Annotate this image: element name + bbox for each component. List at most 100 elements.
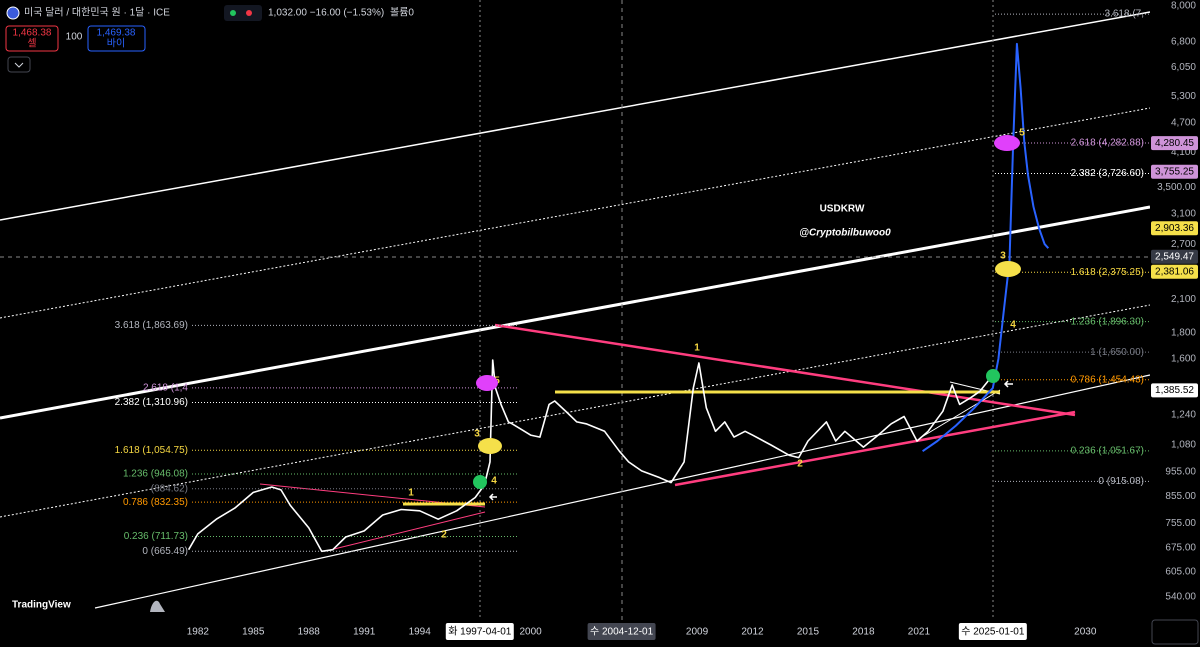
wave-label: 2 (441, 530, 447, 541)
date-marker-label: 화 1997-04-01 (448, 626, 512, 638)
marker-oval (473, 475, 487, 489)
price-tag (1151, 249, 1198, 264)
logo: TradingView (12, 600, 71, 611)
status-dot (246, 10, 252, 16)
x-tick-label: 2030 (1074, 627, 1097, 638)
marker-oval (986, 369, 1000, 383)
trend-line (919, 389, 1001, 439)
wave-label: 4 (1010, 320, 1016, 331)
trend-line (329, 511, 486, 551)
y-tick-label: 1,080 (1171, 440, 1196, 451)
status-badge (224, 5, 262, 21)
x-tick-label: 1988 (298, 627, 321, 638)
price-tag (1151, 164, 1198, 179)
price-tag (1151, 383, 1198, 398)
y-tick-label: 6,050 (1171, 62, 1196, 73)
wave-label: 5 (1019, 128, 1025, 139)
wave-label: 1 (694, 343, 700, 354)
collapse-button[interactable] (7, 56, 31, 73)
channel-line (0, 205, 1151, 420)
chevron (14, 62, 24, 68)
fib-label: 0.786 (1,454.43) (1071, 374, 1144, 385)
price-tag-label: 3,755.25 (1155, 166, 1194, 177)
y-tick-label: 2,100 (1171, 294, 1196, 305)
fib-label: 1.236 (946.08) (123, 469, 188, 480)
fib-label: 0.786 (832.35) (123, 497, 188, 508)
price-tag-label: 1,385.52 (1155, 385, 1194, 396)
y-tick-label: 1,240 (1171, 409, 1196, 420)
y-tick-label: 3,100 (1171, 208, 1196, 219)
price-tag-label: 4,280.45 (1155, 138, 1194, 149)
y-tick-label: 2,700 (1171, 239, 1196, 250)
channel-line (0, 11, 1151, 221)
price-tag (1151, 264, 1198, 279)
fib-label: 1.618 (1,054.75) (115, 445, 188, 456)
y-tick-label: 8,000 (1171, 1, 1196, 12)
x-tick-label: 2018 (852, 627, 875, 638)
x-tick-label: 1991 (353, 627, 376, 638)
y-tick-label: 675.00 (1165, 543, 1196, 554)
drawings-under (0, 0, 1151, 620)
settings-button[interactable] (1151, 619, 1199, 645)
y-tick-label: 1,800 (1171, 328, 1196, 339)
channel-line (0, 107, 1151, 319)
axes: 8,000 6,800 6,050 5,300 4,700 4,100 3,500.00 3,… (187, 1, 1198, 640)
marker-oval (476, 375, 498, 391)
x-tick-label: 1982 (187, 627, 210, 638)
fib-label: 0.236 (1,051.67) (1071, 446, 1144, 457)
trend-line (494, 323, 1076, 417)
price-tag-label: 2,903.36 (1155, 223, 1194, 234)
buy-price: 1,469.38 (97, 28, 136, 39)
marker-oval (994, 135, 1020, 151)
x-tick-label: 2012 (741, 627, 764, 638)
symbol-title[interactable]: 미국 달러 / 대한민국 원 · 1달 · ICE (24, 7, 170, 19)
chart-title: USDKRW (820, 204, 865, 215)
fib-label: 2.618 (1,4 (143, 382, 188, 393)
fib-label: 3.618 (7, (1105, 9, 1144, 20)
wave-label: 4 (491, 476, 497, 487)
price-tag (1151, 221, 1198, 236)
price-tag-label: 2,549.47 (1155, 251, 1194, 262)
wave-label: 2 (797, 459, 803, 470)
fib-label: 0 (915.08) (1098, 476, 1144, 487)
date-marker (445, 623, 514, 640)
y-tick-label: 755.00 (1165, 518, 1196, 529)
chart-subtitle: @Cryptobilbuwoo0 (799, 228, 891, 239)
fib-label: 0 (665.49) (142, 546, 188, 557)
fib-label: 1.618 (2,375.25) (1071, 267, 1144, 278)
y-tick-label: 540.00 (1165, 592, 1196, 603)
wave-label: 3 (1000, 251, 1006, 262)
date-marker-label: 수 2004-12-01 (590, 626, 654, 638)
x-tick-label: 1985 (242, 627, 265, 638)
status-dot (230, 10, 236, 16)
dino-icon (150, 600, 165, 612)
x-tick-label: 1994 (409, 627, 432, 638)
buy-label: 바이 (107, 38, 125, 50)
y-tick-label: 6,800 (1171, 36, 1196, 47)
arrow (488, 493, 497, 501)
sell-button[interactable] (5, 25, 59, 52)
fib-label: 1 (1,650.00) (1090, 347, 1144, 358)
y-tick-label: 4,100 (1171, 147, 1196, 158)
wave-label: 3 (474, 429, 480, 440)
price-tag-label: 2,381.06 (1155, 266, 1194, 277)
date-marker-label: 수 2025-01-01 (961, 626, 1025, 638)
x-tick-label: 2021 (908, 627, 931, 638)
sell-price: 1,468.38 (13, 28, 52, 39)
buy-button[interactable] (87, 25, 146, 52)
trend-line (674, 410, 1076, 487)
plot: 3.618 (1,863.69) 2.618 (1,4 2.382 (1,310.9… (115, 9, 1144, 557)
y-tick-label: 1,600 (1171, 354, 1196, 365)
wave-label: 1 (408, 488, 414, 499)
fib-label: 3.618 (1,863.69) (115, 320, 188, 331)
date-marker (958, 623, 1027, 640)
fib-label: 0.236 (711.73) (124, 531, 188, 542)
y-tick-label: 955.00 (1165, 467, 1196, 478)
spread: 100 (66, 32, 83, 43)
y-tick-label: 855.00 (1165, 491, 1196, 502)
sell-label: 셀 (27, 38, 36, 50)
price-axis-bg (1150, 0, 1200, 620)
price-line (187, 359, 998, 553)
